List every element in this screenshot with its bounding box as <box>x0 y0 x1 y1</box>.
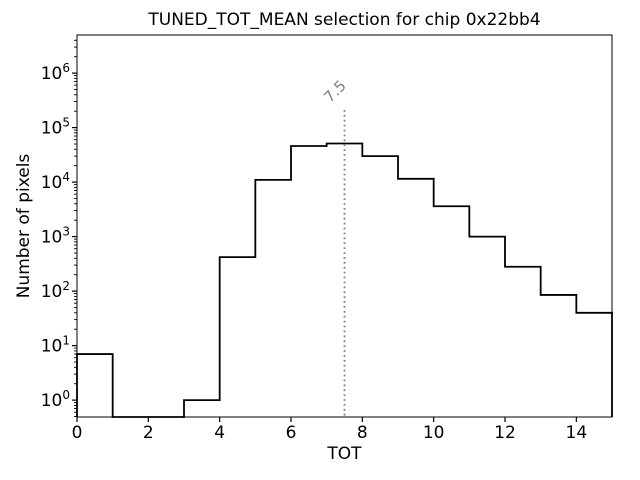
histogram-step-line <box>76 142 613 418</box>
y-tick-label: 105 <box>41 116 70 139</box>
x-tick-label: 2 <box>143 423 154 443</box>
x-tick-label: 12 <box>494 423 516 443</box>
y-tick-label: 100 <box>41 388 70 411</box>
x-tick-label: 6 <box>286 423 297 443</box>
chart-title: TUNED_TOT_MEAN selection for chip 0x22bb… <box>148 10 541 30</box>
y-tick-label: 101 <box>41 334 70 357</box>
x-tick-label: 4 <box>214 423 225 443</box>
x-axis-title: TOT <box>327 444 362 464</box>
x-tick-label: 8 <box>357 423 368 443</box>
y-tick-label: 102 <box>41 279 70 302</box>
x-tick-label: 10 <box>423 423 445 443</box>
y-tick-label: 106 <box>41 61 70 84</box>
x-tick-label: 0 <box>72 423 83 443</box>
axes-frame <box>76 34 613 418</box>
y-tick-label: 104 <box>41 170 70 193</box>
threshold-label: 7.5 <box>320 77 350 107</box>
x-tick-label: 14 <box>566 423 588 443</box>
y-tick-label: 103 <box>41 225 70 248</box>
